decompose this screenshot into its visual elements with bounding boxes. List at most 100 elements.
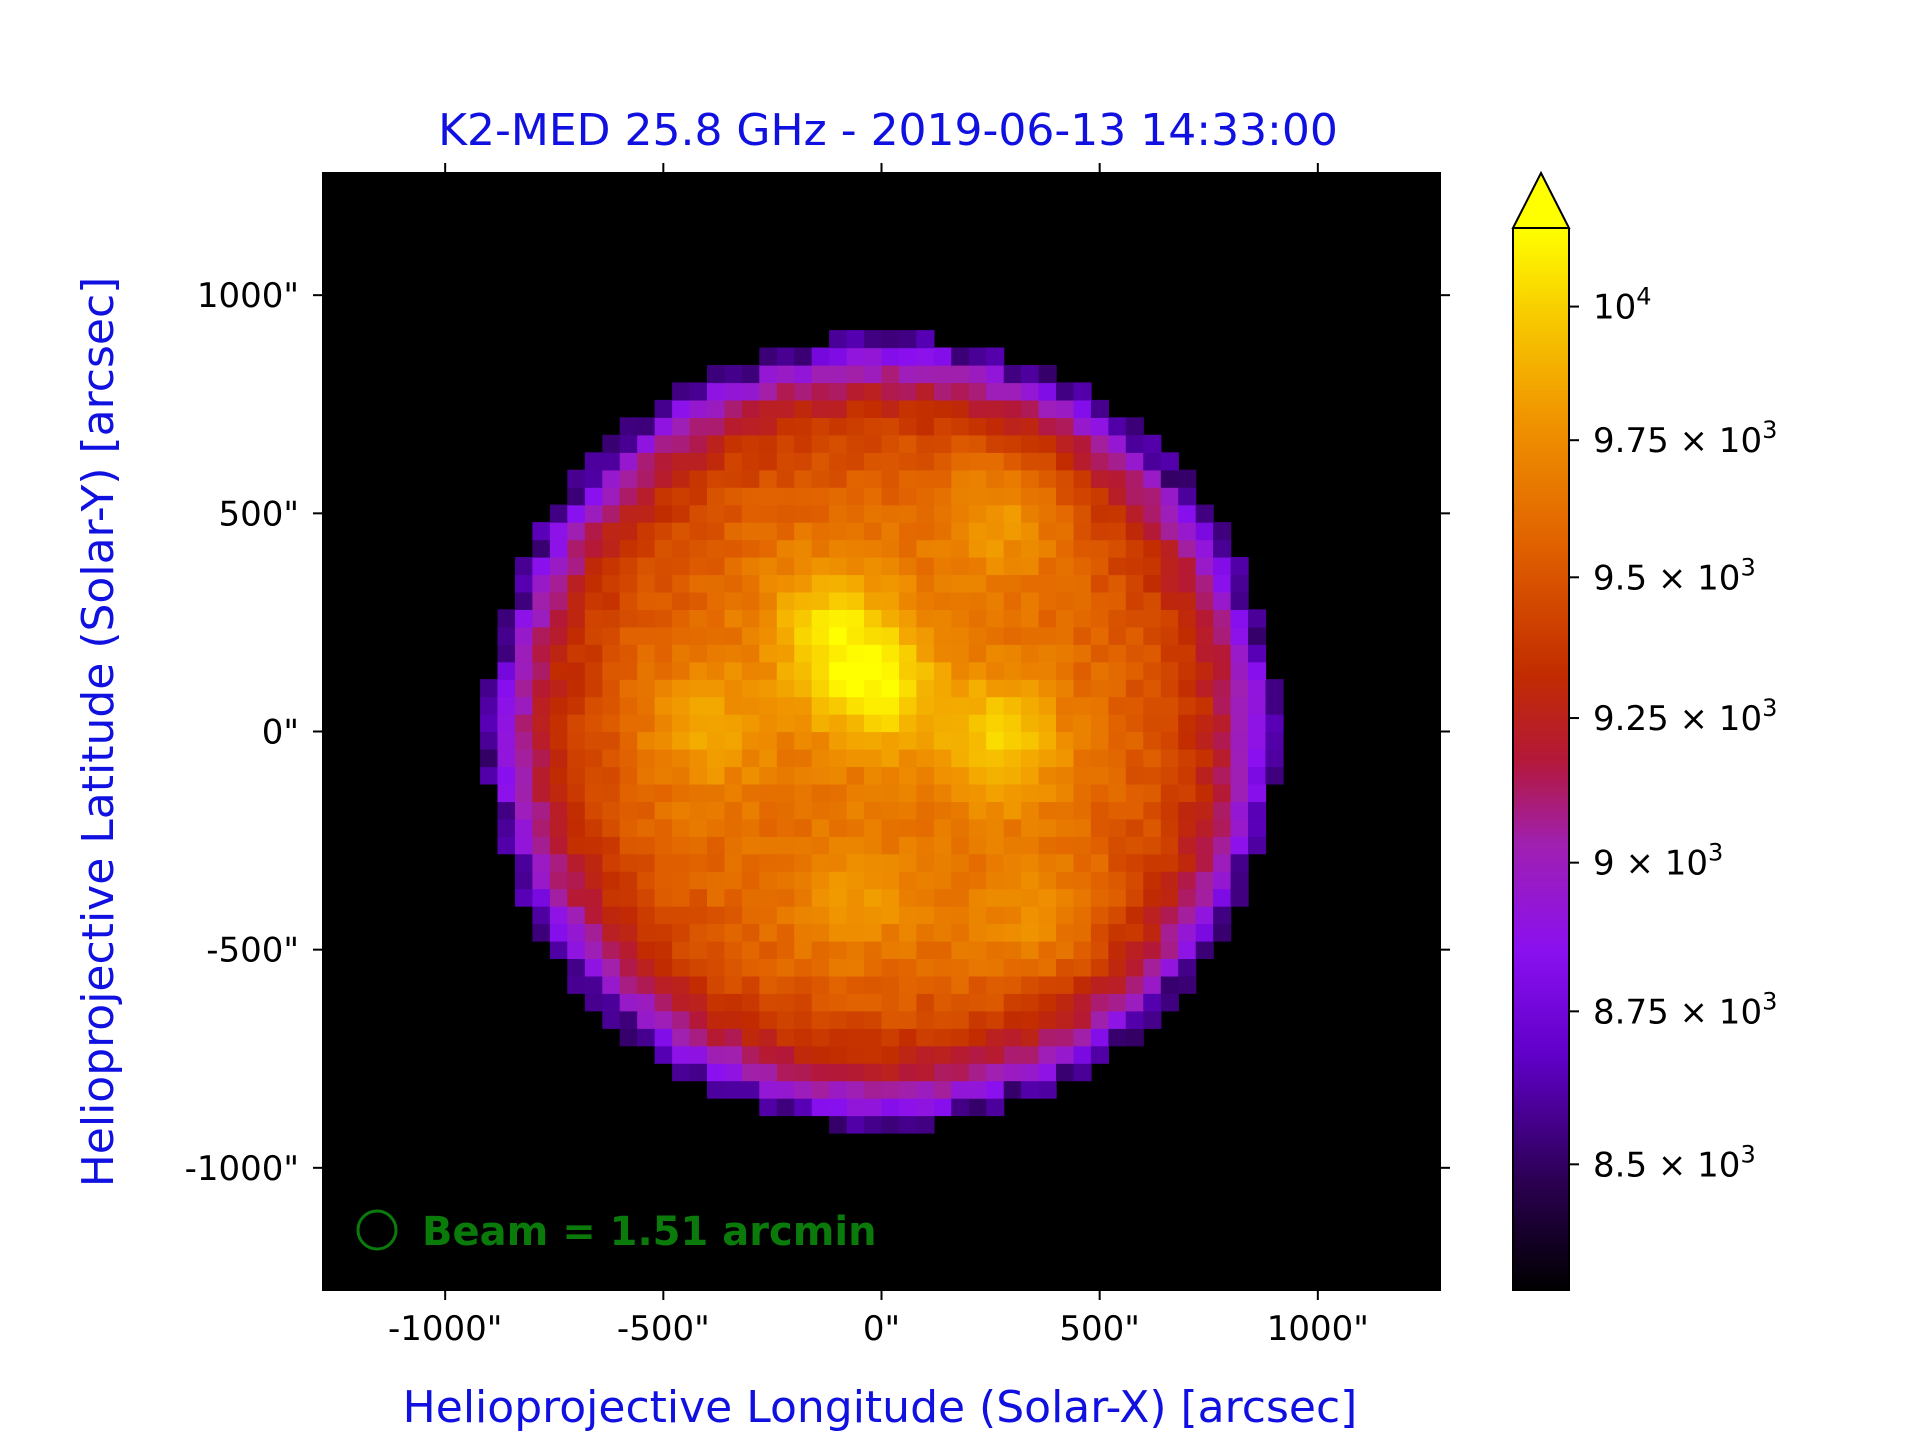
- disk-pixel: [829, 661, 848, 680]
- disk-pixel: [1003, 487, 1022, 506]
- disk-pixel: [654, 626, 673, 645]
- disk-pixel: [933, 434, 952, 453]
- disk-pixel: [1178, 923, 1197, 942]
- disk-pixel: [933, 818, 952, 837]
- disk-pixel: [916, 365, 935, 384]
- disk-pixel: [654, 888, 673, 907]
- disk-pixel: [584, 940, 603, 959]
- disk-pixel: [829, 539, 848, 558]
- disk-pixel: [1003, 766, 1022, 785]
- disk-pixel: [846, 574, 865, 593]
- disk-pixel: [1108, 783, 1127, 802]
- disk-pixel: [1073, 871, 1092, 890]
- disk-pixel: [1038, 783, 1057, 802]
- disk-pixel: [1056, 417, 1075, 436]
- disk-pixel: [776, 1080, 795, 1099]
- disk-pixel: [515, 731, 534, 750]
- disk-pixel: [515, 679, 534, 698]
- disk-pixel: [619, 940, 638, 959]
- disk-pixel: [1160, 906, 1179, 925]
- disk-pixel: [881, 1115, 900, 1134]
- disk-pixel: [986, 940, 1005, 959]
- disk-pixel: [619, 801, 638, 820]
- disk-pixel: [707, 888, 726, 907]
- disk-pixel: [986, 714, 1005, 733]
- disk-pixel: [811, 1098, 830, 1117]
- disk-pixel: [1021, 958, 1040, 977]
- disk-pixel: [619, 958, 638, 977]
- disk-pixel: [759, 871, 778, 890]
- disk-pixel: [1248, 679, 1267, 698]
- disk-pixel: [933, 783, 952, 802]
- disk-pixel: [497, 644, 516, 663]
- disk-pixel: [864, 906, 883, 925]
- disk-pixel: [584, 975, 603, 994]
- disk-pixel: [637, 958, 656, 977]
- disk-pixel: [1090, 661, 1109, 680]
- disk-pixel: [933, 539, 952, 558]
- disk-pixel: [1056, 696, 1075, 715]
- disk-pixel: [1230, 836, 1249, 855]
- disk-pixel: [776, 731, 795, 750]
- disk-pixel: [707, 504, 726, 523]
- disk-pixel: [515, 853, 534, 872]
- disk-pixel: [654, 1028, 673, 1047]
- disk-pixel: [1090, 975, 1109, 994]
- disk-pixel: [1213, 731, 1232, 750]
- disk-pixel: [933, 975, 952, 994]
- disk-pixel: [759, 469, 778, 488]
- disk-pixel: [829, 469, 848, 488]
- disk-pixel: [1090, 522, 1109, 541]
- disk-pixel: [864, 504, 883, 523]
- disk-pixel: [1038, 399, 1057, 418]
- disk-pixel: [1038, 1045, 1057, 1064]
- disk-pixel: [864, 801, 883, 820]
- disk-pixel: [724, 975, 743, 994]
- disk-pixel: [1038, 1063, 1057, 1082]
- disk-pixel: [794, 696, 813, 715]
- disk-pixel: [1073, 626, 1092, 645]
- disk-pixel: [986, 871, 1005, 890]
- disk-pixel: [654, 417, 673, 436]
- disk-pixel: [724, 714, 743, 733]
- disk-pixel: [1021, 452, 1040, 471]
- disk-pixel: [864, 469, 883, 488]
- disk-pixel: [1038, 539, 1057, 558]
- disk-pixel: [951, 382, 970, 401]
- disk-pixel: [811, 626, 830, 645]
- disk-pixel: [933, 1045, 952, 1064]
- disk-pixel: [497, 626, 516, 645]
- disk-pixel: [1003, 591, 1022, 610]
- disk-pixel: [1195, 749, 1214, 768]
- disk-pixel: [497, 714, 516, 733]
- disk-pixel: [672, 452, 691, 471]
- disk-pixel: [864, 1080, 883, 1099]
- disk-pixel: [899, 382, 918, 401]
- disk-pixel: [899, 993, 918, 1012]
- disk-pixel: [549, 574, 568, 593]
- disk-pixel: [724, 591, 743, 610]
- disk-pixel: [916, 1010, 935, 1029]
- disk-pixel: [968, 993, 987, 1012]
- disk-pixel: [881, 679, 900, 698]
- disk-pixel: [864, 1115, 883, 1134]
- disk-pixel: [1143, 958, 1162, 977]
- disk-pixel: [1090, 766, 1109, 785]
- disk-pixel: [1038, 696, 1057, 715]
- disk-pixel: [1195, 504, 1214, 523]
- disk-pixel: [829, 417, 848, 436]
- disk-pixel: [986, 749, 1005, 768]
- disk-pixel: [1178, 731, 1197, 750]
- disk-pixel: [776, 452, 795, 471]
- disk-pixel: [1003, 399, 1022, 418]
- disk-pixel: [829, 749, 848, 768]
- disk-pixel: [654, 539, 673, 558]
- disk-pixel: [899, 888, 918, 907]
- disk-pixel: [1003, 975, 1022, 994]
- disk-pixel: [1073, 906, 1092, 925]
- disk-pixel: [881, 452, 900, 471]
- disk-pixel: [741, 609, 760, 628]
- disk-pixel: [794, 469, 813, 488]
- disk-pixel: [741, 679, 760, 698]
- disk-pixel: [1213, 923, 1232, 942]
